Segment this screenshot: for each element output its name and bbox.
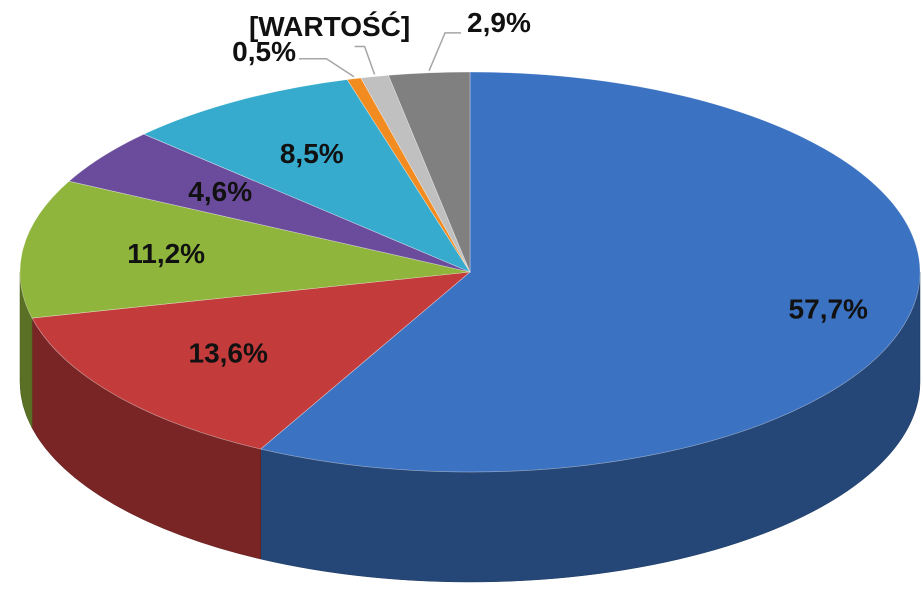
data-label: 0,5% [232,36,296,67]
leader-line [354,45,376,75]
pie-slice [31,271,471,450]
data-label: [WARTOŚĆ] [249,11,410,42]
pie-slice [260,71,921,473]
data-label: 11,2% [127,238,205,269]
pie-slice [388,71,471,273]
leader-line [428,32,462,72]
pie-slice [143,79,471,273]
leader-line [298,58,355,78]
pie-slice [19,180,471,319]
data-label: 57,7% [789,294,868,325]
data-label: 4,6% [188,176,252,207]
data-label: 8,5% [280,138,344,169]
data-label: 2,9% [467,7,531,38]
data-label: 13,6% [189,338,268,369]
